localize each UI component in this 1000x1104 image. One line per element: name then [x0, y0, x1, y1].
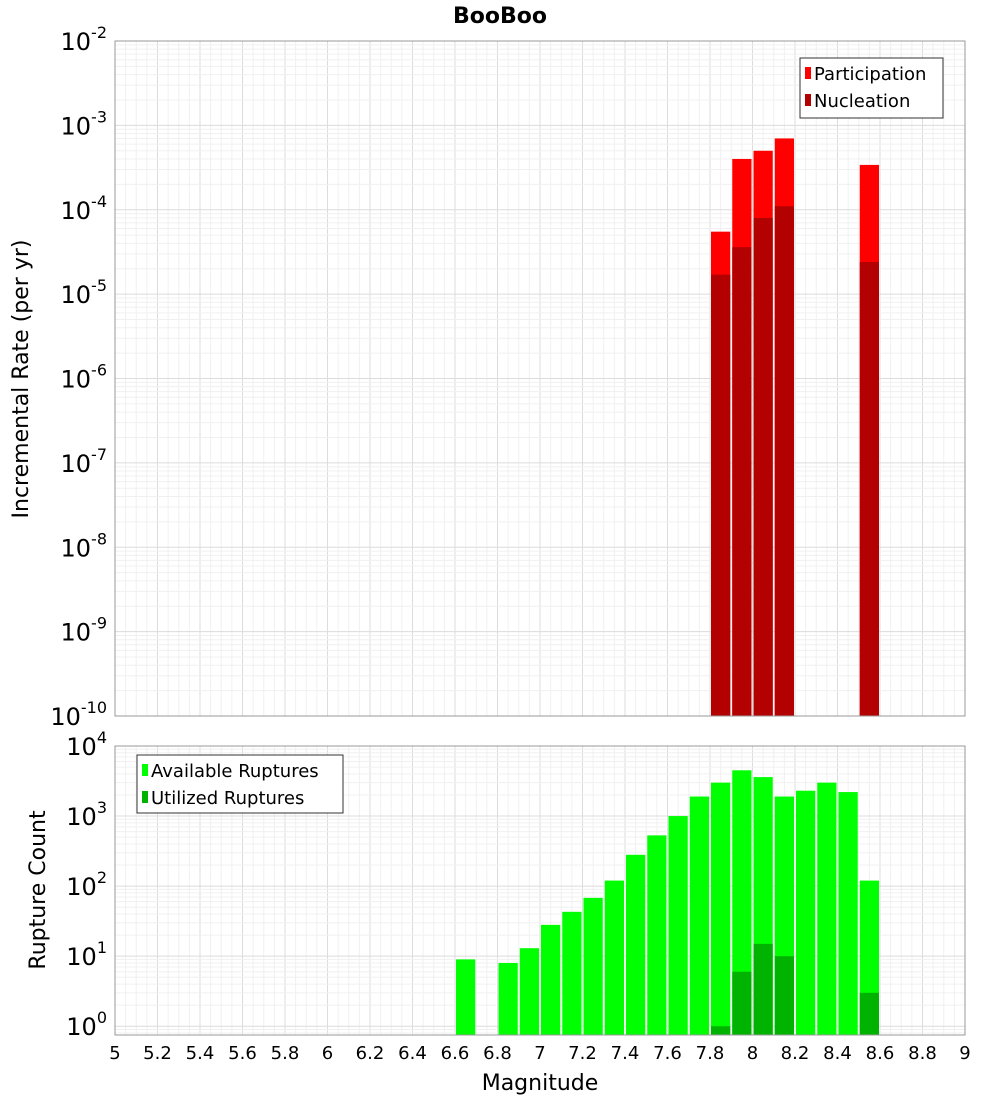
bar-available-ruptures — [817, 782, 837, 1035]
x-tick-label: 6.6 — [441, 1043, 470, 1064]
y-tick-label: 10-7 — [61, 445, 108, 478]
bar-available-ruptures — [668, 816, 688, 1035]
x-tick-label: 7.6 — [653, 1043, 682, 1064]
bar-utilized-ruptures — [711, 1026, 731, 1035]
bar-utilized-ruptures — [859, 992, 879, 1035]
y-tick-label: 103 — [66, 798, 107, 831]
bar-utilized-ruptures — [732, 971, 752, 1035]
plot-frame-0 — [114, 40, 966, 717]
x-tick-label: 6.4 — [398, 1043, 427, 1064]
legend-label: Utilized Ruptures — [151, 788, 304, 809]
x-tick-label: 6 — [322, 1043, 333, 1064]
bar-nucleation — [732, 247, 752, 716]
bar-available-ruptures — [562, 911, 582, 1035]
y-tick-label: 102 — [66, 868, 107, 901]
y-axis-title-bottom: Rupture Count — [26, 810, 51, 970]
legend-swatch — [805, 67, 811, 79]
x-tick-label: 5.4 — [186, 1043, 215, 1064]
legend-swatch — [805, 94, 811, 106]
bar-available-ruptures — [583, 897, 603, 1035]
y-tick-label: 100 — [66, 1008, 107, 1041]
bar-utilized-ruptures — [774, 956, 794, 1035]
legend-box-1 — [136, 754, 344, 814]
bar-nucleation — [711, 274, 731, 716]
x-tick-label: 5.6 — [228, 1043, 257, 1064]
y-tick-label: 10-9 — [61, 614, 108, 647]
plot-panel-0: 10-2 10-3 10-4 10-5 10-6 10-7 10-8 10-9 10-10 Par… — [50, 23, 966, 731]
x-tick-label: 7.2 — [568, 1043, 597, 1064]
x-tick-label: 5.2 — [143, 1043, 172, 1064]
bar-nucleation — [774, 206, 794, 716]
chart-title: BooBoo — [453, 4, 547, 29]
bar-available-ruptures — [732, 770, 752, 1035]
plot-panel-1: 104 103 102 101 100 Available Ruptures Utilize… — [66, 728, 966, 1041]
legend-swatch — [142, 764, 148, 776]
x-tick-label: 8.2 — [781, 1043, 810, 1064]
x-tick-label: 5 — [109, 1043, 120, 1064]
legend-label: Available Ruptures — [151, 761, 319, 782]
y-tick-label: 10-6 — [61, 361, 108, 394]
x-tick-label: 6.2 — [356, 1043, 385, 1064]
bar-available-ruptures — [711, 782, 731, 1035]
x-tick-label: 8.4 — [823, 1043, 852, 1064]
bar-available-ruptures — [796, 790, 816, 1035]
x-tick-label: 8.6 — [866, 1043, 895, 1064]
bar-available-ruptures — [838, 792, 858, 1035]
bar-available-ruptures — [519, 948, 539, 1035]
x-tick-label: 7.8 — [696, 1043, 725, 1064]
x-tick-label: 6.8 — [483, 1043, 512, 1064]
bar-available-ruptures — [456, 959, 476, 1035]
legend-swatch — [142, 791, 148, 803]
y-tick-label: 10-2 — [61, 23, 108, 56]
bar-available-ruptures — [689, 796, 709, 1035]
bar-available-ruptures — [626, 854, 646, 1035]
legend-label: Nucleation — [814, 91, 910, 112]
x-tick-label: 8 — [747, 1043, 758, 1064]
legend-box-0 — [799, 57, 944, 119]
bar-utilized-ruptures — [753, 943, 773, 1035]
bar-available-ruptures — [541, 924, 561, 1035]
bar-available-ruptures — [647, 835, 667, 1035]
bar-nucleation — [859, 262, 879, 716]
y-tick-label: 10-8 — [61, 529, 108, 562]
bar-available-ruptures — [498, 962, 518, 1035]
bar-available-ruptures — [604, 880, 624, 1035]
y-tick-label: 101 — [66, 938, 107, 971]
x-tick-label: 9 — [959, 1043, 970, 1064]
y-tick-label: 10-3 — [61, 107, 108, 140]
x-tick-label: 7 — [534, 1043, 545, 1064]
y-tick-label: 10-5 — [61, 276, 108, 309]
x-tick-label: 8.8 — [908, 1043, 937, 1064]
y-tick-label: 104 — [66, 728, 107, 761]
x-tick-label: 7.4 — [611, 1043, 640, 1064]
x-tick-label: 5.8 — [271, 1043, 300, 1064]
y-tick-label: 10-10 — [50, 698, 107, 731]
y-axis-title-top: Incremental Rate (per yr) — [9, 240, 34, 519]
x-axis-title: Magnitude — [482, 1071, 599, 1096]
bar-nucleation — [753, 217, 773, 716]
plot-frame-1 — [114, 745, 966, 1036]
legend-label: Participation — [814, 64, 926, 85]
y-tick-label: 10-4 — [61, 192, 108, 225]
